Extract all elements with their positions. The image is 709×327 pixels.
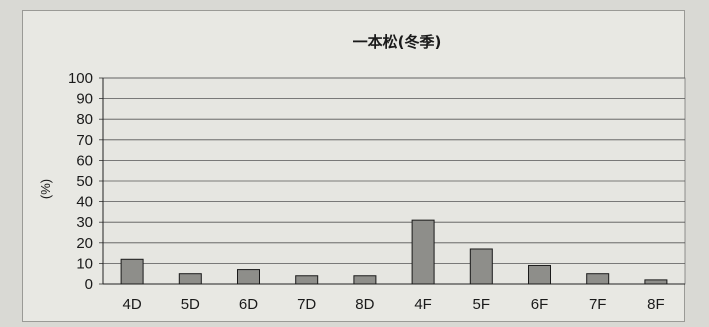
x-tick-label: 6F	[531, 296, 549, 313]
y-tick-label: 80	[76, 111, 93, 128]
bar-5F	[469, 248, 493, 285]
x-tick-label: 7D	[297, 296, 316, 313]
y-tick-label: 90	[76, 91, 93, 108]
bar-4D	[120, 258, 144, 285]
chart-frame: 一本松(冬季) 0 10 20 30 40 50 60 70 80 90 100 4D 5D 6D 7D 8D…	[22, 10, 686, 322]
y-axis-label: (%)	[38, 179, 53, 199]
y-tick-label: 0	[85, 276, 93, 293]
bar-5D	[178, 273, 202, 285]
chart-title: 一本松(冬季)	[353, 33, 442, 51]
y-tick-label: 60	[76, 152, 93, 169]
y-tick-label: 40	[76, 194, 93, 211]
x-tick-label: 8F	[647, 296, 665, 313]
chart-svg: 一本松(冬季) 0 10 20 30 40 50 60 70 80 90 100 4D 5D 6D 7D 8D…	[38, 33, 686, 313]
bar-6D	[237, 269, 260, 285]
x-tick-label: 5D	[181, 296, 200, 313]
y-tick-label: 100	[68, 70, 93, 87]
x-tick-label: 4F	[414, 296, 432, 313]
plot-area: 0 10 20 30 40 50 60 70 80 90 100 4D 5D 6D 7D 8D 4F 5F 6F 7F…	[68, 70, 686, 313]
bar-8D	[353, 275, 377, 285]
bar-6F	[528, 264, 551, 285]
x-tick-label: 4D	[123, 296, 142, 313]
bar-7D	[295, 275, 319, 285]
y-tick-label: 70	[76, 132, 93, 149]
bar-8F	[644, 279, 668, 285]
y-tick-label: 20	[76, 235, 93, 252]
bar-4F	[411, 219, 435, 285]
x-tick-label: 7F	[589, 296, 607, 313]
y-tick-label: 30	[76, 214, 93, 231]
y-tick-label: 50	[76, 173, 93, 190]
x-tick-label: 8D	[355, 296, 374, 313]
x-tick-label: 6D	[239, 296, 258, 313]
bar-7F	[586, 273, 610, 285]
x-tick-label: 5F	[473, 296, 491, 313]
y-tick-label: 10	[76, 255, 93, 272]
